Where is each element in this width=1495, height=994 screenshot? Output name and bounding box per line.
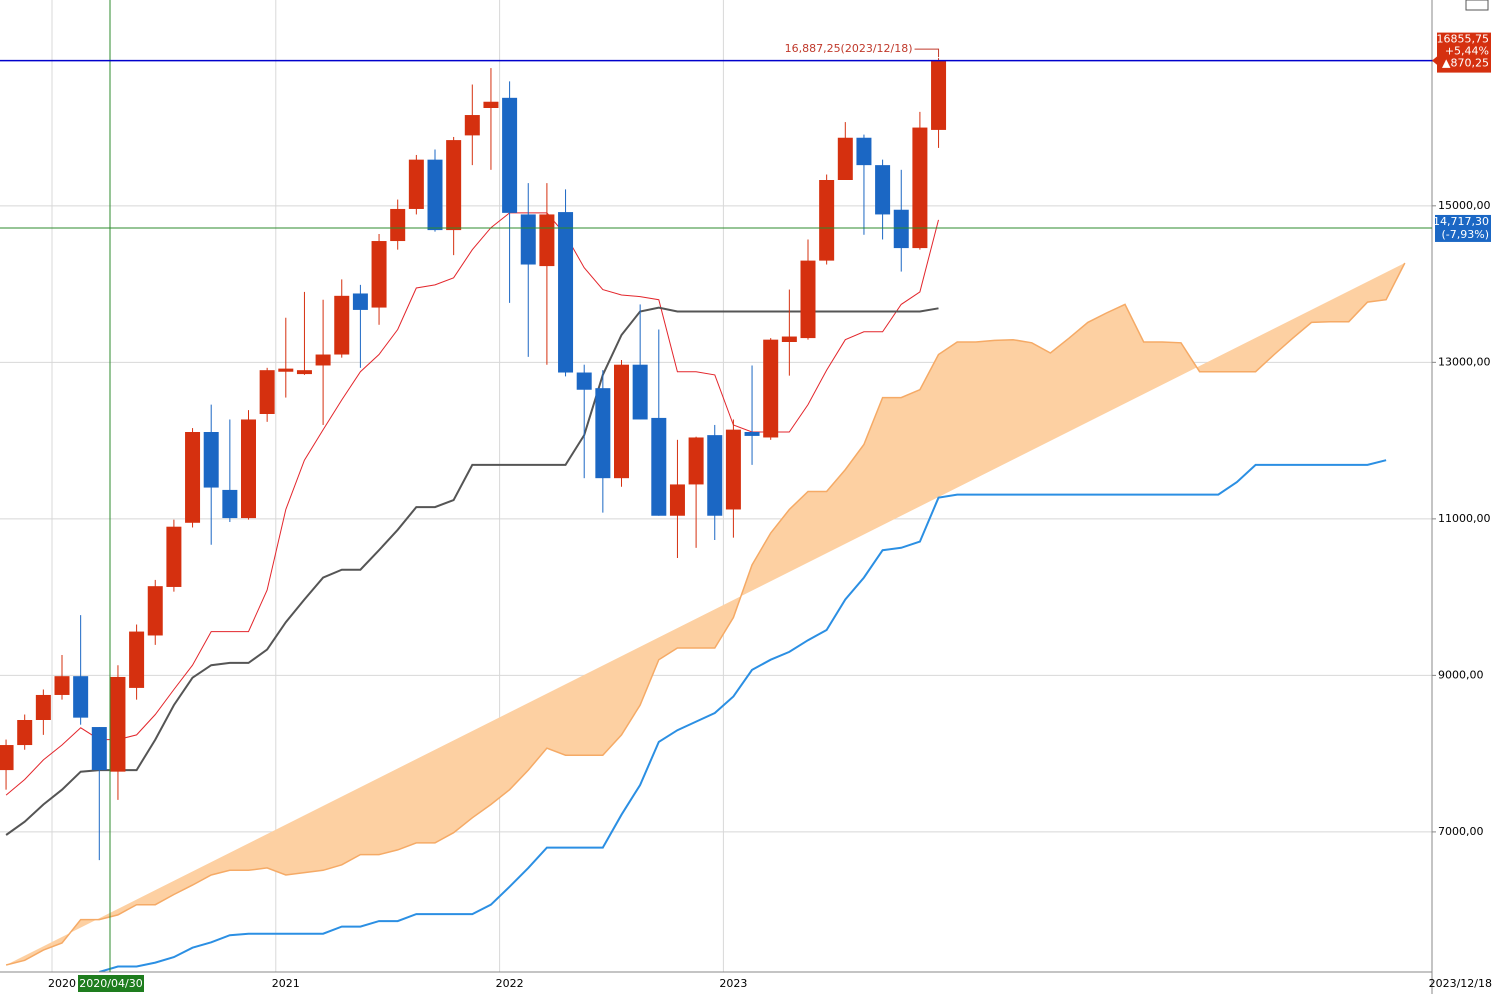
candle-body [688,437,704,485]
cloud-fill [6,263,1405,965]
candle-body [241,419,256,519]
high-annotation: 16,887,25(2023/12/18) [785,42,913,55]
candle-body [576,372,592,390]
candle-body [408,159,424,209]
x-tick-label: 2020 [48,977,76,990]
candle-body [203,432,219,488]
x-tick-label: 2022 [496,977,524,990]
crosshair-value-box [1435,214,1491,242]
plot-area [0,58,1406,972]
crosshair-change: (-7,93%) [1442,228,1490,241]
crosshair-date-box [78,975,144,992]
indicator-line [5,306,939,836]
candle-body [669,484,685,516]
candle-body [539,214,555,267]
last-date: 2023/12/18 [1429,977,1492,990]
candle-body [725,429,741,510]
candle-body [315,354,331,366]
candle-body [819,180,835,261]
y-tick-label: 9000,00 [1438,668,1484,681]
candle-body [464,115,480,136]
candle-body [17,720,33,746]
grid [0,0,1432,972]
candle-body [446,140,462,231]
candle-body [744,432,760,436]
candle-body [91,727,107,771]
candle-body [558,212,574,373]
candle-body [931,60,947,130]
candle-body [371,241,387,308]
candle-body [483,101,499,108]
span-a-line [5,262,1406,966]
candle-body [0,745,14,771]
candle-body [54,676,70,695]
candle-body [502,97,518,213]
candle-body [614,364,629,479]
candle-body [73,676,89,718]
candle-body [334,295,350,355]
candle-body [352,293,368,310]
candle-body [763,339,779,438]
price-label: +5,44% [1445,45,1489,58]
crosshair-date: 2020/04/30 [79,977,142,990]
y-tick-label: 15000,00 [1438,199,1491,212]
candle-body [278,368,294,372]
y-tick-label: 7000,00 [1438,825,1484,838]
candle-body [707,435,723,516]
candle-body [110,676,126,772]
candle-body [837,137,853,180]
candle-body [222,489,238,519]
candle-body [595,388,611,479]
price-label: ▲870,25 [1442,57,1489,70]
indicator-line [5,212,939,796]
candle-body [147,586,163,636]
candle-body [259,370,275,414]
candle-body [296,370,312,375]
y-tick-label: 13000,00 [1438,355,1491,368]
candle-body [893,209,909,249]
candle-body [632,364,648,420]
x-tick-label: 2021 [272,977,300,990]
y-axis: 7000,00 9000,00 11000,00 13000,00 15000,00 [1432,199,1491,838]
candle-body [912,127,928,249]
x-tick-label: 2023 [719,977,747,990]
candle-body [129,631,145,688]
candle-body [390,208,406,242]
price-box [1437,32,1491,73]
candle-body [800,260,816,339]
high-arrow [914,48,940,58]
price-label: 16855,75 [1437,33,1490,46]
candle-body [35,694,51,720]
candle-body [427,159,443,231]
span-b-line [99,459,1387,972]
toolbar-icon[interactable] [1465,0,1489,11]
candle-body [875,165,891,215]
candle-body [651,417,667,516]
candle-body [781,336,797,342]
candle-body [166,526,182,587]
crosshair-value: 14,717,30 [1433,215,1489,228]
candle-body [856,137,872,166]
candle-body [185,432,201,523]
y-tick-label: 11000,00 [1438,512,1491,525]
candle-body [520,214,536,265]
price-pointer [1432,55,1438,66]
